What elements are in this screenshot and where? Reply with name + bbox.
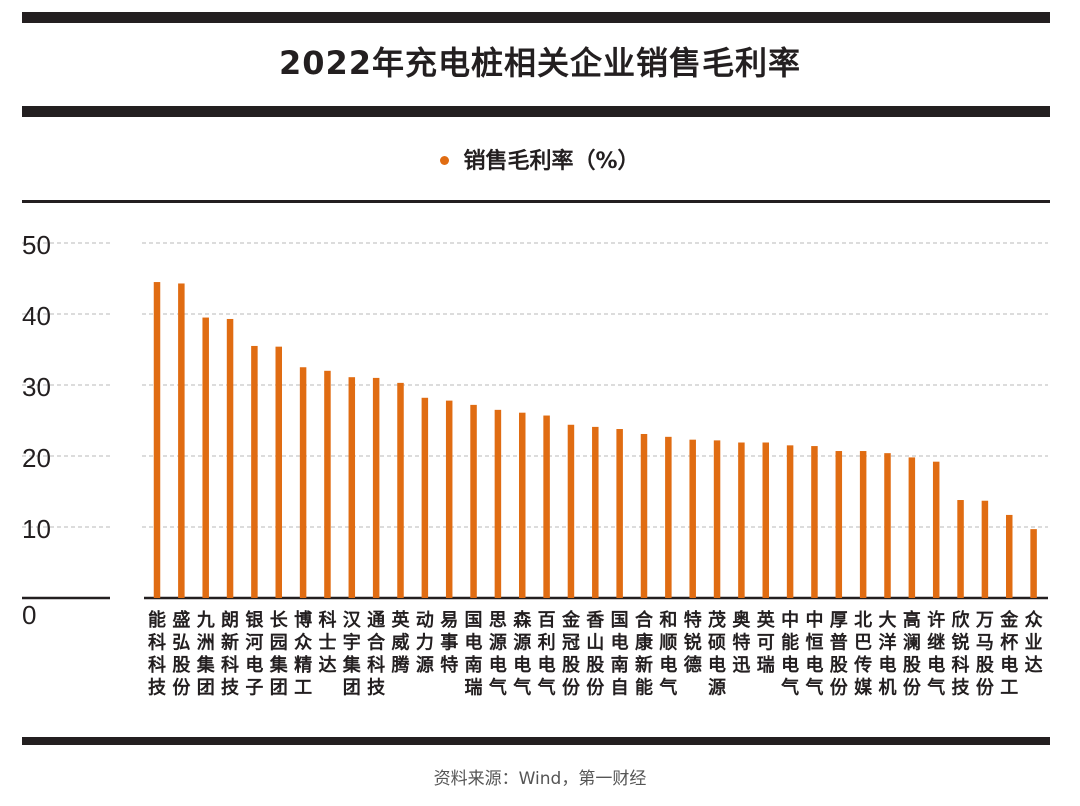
bar — [1006, 514, 1013, 598]
chart-title: 2022年充电桩相关企业销售毛利率 — [278, 44, 802, 82]
bar — [153, 282, 161, 598]
y-tick-label: 0 — [22, 600, 36, 630]
bar — [421, 397, 429, 598]
bar — [567, 424, 575, 598]
y-tick-label: 20 — [22, 443, 51, 473]
bar — [299, 367, 307, 598]
x-tick-label: 金冠股份 — [561, 609, 581, 699]
bar — [738, 442, 745, 598]
x-tick-label: 银河电子 — [245, 609, 264, 699]
x-tick-label: 欣锐科技 — [952, 609, 971, 699]
bar — [202, 317, 209, 598]
x-tick-label: 万马股份 — [975, 610, 995, 699]
bar — [519, 412, 526, 598]
x-tick-label: 许继电气 — [926, 609, 945, 699]
y-tick-label: 30 — [22, 372, 51, 402]
x-tick-label: 厚普股份 — [829, 610, 849, 699]
bar — [348, 377, 356, 598]
bar — [178, 283, 185, 598]
x-tick-label: 国电南瑞 — [465, 610, 483, 699]
x-tick-label: 高澜股份 — [902, 609, 922, 699]
x-tick-label: 百利电气 — [537, 610, 556, 699]
x-tick-label: 盛弘股份 — [171, 609, 191, 699]
x-tick-label: 国电南自 — [611, 610, 629, 699]
bar — [592, 426, 599, 598]
x-tick-label: 朗新科技 — [221, 610, 240, 699]
bar — [543, 415, 550, 598]
bar — [445, 400, 453, 598]
x-tick-label: 茂硕电源 — [708, 609, 726, 699]
bar — [470, 404, 477, 598]
x-tick-label: 奥特迅 — [732, 609, 751, 676]
bar — [397, 382, 404, 598]
x-tick-label: 中恒电气 — [804, 609, 823, 699]
x-tick-label: 森源电气 — [512, 609, 532, 699]
x-tick-label: 金杯电工 — [999, 609, 1019, 699]
bar — [713, 440, 721, 598]
x-tick-label: 通合科技 — [367, 610, 386, 699]
bar — [226, 318, 234, 598]
bar — [981, 500, 989, 598]
x-tick-label: 汉宇集团 — [342, 610, 362, 699]
x-tick-label: 英威腾 — [391, 609, 411, 676]
bar — [1030, 529, 1037, 598]
x-tick-label: 能科科技 — [148, 609, 167, 699]
x-tick-label: 英可瑞 — [756, 609, 776, 676]
x-tick-label: 博众精工 — [294, 609, 312, 699]
bar — [640, 433, 648, 598]
bar — [689, 439, 696, 598]
bar — [884, 453, 891, 598]
bar — [324, 370, 331, 598]
x-tick-label: 易事特 — [440, 610, 458, 676]
bar — [932, 461, 940, 598]
bar — [859, 451, 867, 598]
legend: 销售毛利率（%） — [0, 143, 1080, 175]
x-tick-label: 思源电气 — [488, 610, 507, 699]
y-tick-label: 50 — [22, 230, 51, 260]
bar — [251, 345, 258, 598]
x-tick-label: 动力源 — [416, 610, 434, 676]
x-tick-label: 合康新能 — [635, 609, 654, 699]
bar — [372, 377, 380, 598]
y-tick-label: 40 — [22, 301, 51, 331]
bar — [665, 436, 672, 598]
bar — [811, 446, 818, 598]
bar — [908, 457, 916, 598]
legend-label: 销售毛利率（%） — [463, 149, 640, 174]
x-tick-label: 北巴传媒 — [853, 610, 873, 699]
x-tick-label: 众业达 — [1025, 609, 1043, 676]
y-tick-label: 10 — [22, 514, 51, 544]
bar — [786, 445, 794, 598]
x-tick-label: 中能电气 — [780, 609, 799, 699]
x-tick-label: 大洋电机 — [879, 609, 897, 699]
x-tick-label: 九洲集团 — [196, 610, 216, 699]
bar — [275, 346, 282, 598]
bar — [762, 442, 769, 598]
x-tick-label: 和顺电气 — [658, 610, 677, 699]
legend-divider — [22, 200, 1050, 203]
top-rule — [22, 12, 1050, 23]
x-tick-label: 长园集团 — [269, 610, 289, 699]
source-note: 资料来源：Wind，第一财经 — [433, 769, 647, 789]
x-tick-label: 香山股份 — [585, 610, 605, 699]
x-tick-label: 科士达 — [318, 609, 336, 676]
bar — [616, 429, 623, 598]
bar — [957, 500, 964, 598]
bar — [494, 409, 502, 598]
bottom-rule — [22, 737, 1050, 745]
x-tick-label: 特锐德 — [684, 609, 702, 676]
bar — [835, 451, 843, 598]
legend-marker — [440, 155, 450, 165]
title-divider — [22, 106, 1050, 117]
